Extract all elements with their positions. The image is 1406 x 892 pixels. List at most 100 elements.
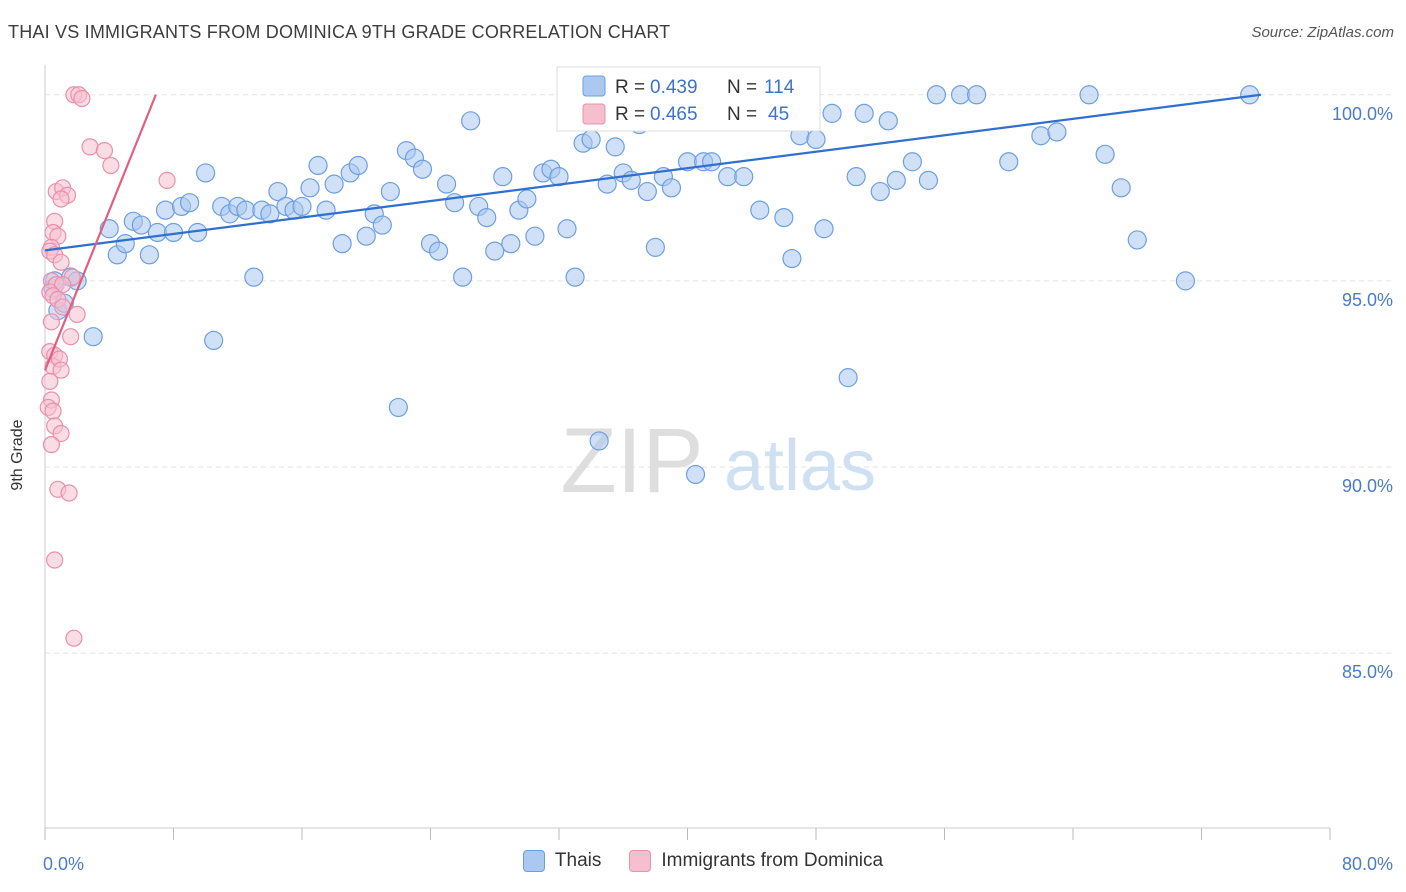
data-point-dominica (46, 551, 64, 569)
data-point-thais (196, 163, 216, 183)
data-point-thais (918, 170, 939, 190)
data-point-thais (1079, 85, 1099, 105)
data-point-dominica (52, 361, 70, 379)
x-tick-label: 80.0% (1342, 854, 1393, 874)
data-point-thais (950, 85, 971, 105)
stats-r-label-dominica: R = (615, 104, 645, 125)
data-point-thais (701, 152, 722, 172)
data-point-thais (1175, 271, 1196, 291)
data-point-thais (348, 155, 368, 176)
legend-swatch-thais (522, 850, 545, 872)
x-tick-labels: 0.0% 80.0% (43, 854, 1393, 874)
data-point-thais (967, 85, 987, 105)
data-point-thais (236, 200, 256, 220)
y-tick-label: 100.0% (1332, 104, 1393, 124)
data-point-thais (204, 330, 224, 351)
stats-r-label-thais: R = (615, 77, 645, 98)
data-point-thais (139, 245, 160, 265)
data-point-thais (436, 174, 457, 194)
gridlines (45, 94, 1395, 654)
data-point-dominica (158, 171, 176, 189)
data-point-thais (501, 234, 521, 254)
watermark-atlas: atlas (724, 426, 876, 506)
stats-n-value-thais: 114 (764, 77, 795, 98)
legend-item-thais[interactable]: Thais (522, 850, 602, 872)
data-point-thais (750, 200, 770, 220)
stats-legend: R = 0.439 N = 114 R = 0.465 N = 45 (556, 66, 821, 132)
data-point-thais (493, 167, 513, 187)
legend-swatch-dominica (629, 850, 652, 872)
data-point-thais (926, 85, 947, 105)
data-point-thais (428, 241, 449, 261)
data-point-thais (308, 155, 328, 176)
stats-n-value-dominica: 45 (768, 104, 789, 125)
data-point-dominica (65, 629, 83, 647)
stats-n-label-dominica: N = (727, 104, 757, 125)
stats-legend-swatch-thais (582, 75, 606, 97)
data-point-dominica (102, 156, 120, 175)
data-point-thais (147, 222, 168, 243)
trend-line-thais (44, 93, 1262, 252)
data-point-thais (661, 178, 682, 198)
data-point-thais (155, 200, 176, 220)
watermark-zip: ZIP (560, 410, 703, 512)
data-point-thais (131, 215, 151, 235)
data-point-dominica (73, 89, 91, 108)
data-point-thais (292, 196, 312, 217)
data-point-thais (806, 129, 826, 150)
source-label: Source: ZipAtlas.com (1251, 24, 1394, 41)
data-point-thais (1047, 122, 1067, 142)
data-point-dominica (52, 424, 70, 443)
data-point-thais (1095, 144, 1115, 164)
data-point-dominica (62, 328, 80, 346)
data-point-thais (637, 181, 657, 202)
data-point-thais (388, 397, 408, 418)
data-point-thais (685, 464, 706, 485)
y-tick-label: 95.0% (1342, 290, 1393, 310)
watermark: ZIP atlas (560, 410, 876, 512)
data-point-thais (565, 267, 585, 287)
data-point-thais (822, 103, 842, 123)
legend-item-dominica[interactable]: Immigrants from Dominica (629, 850, 883, 872)
data-point-thais (774, 208, 794, 228)
data-point-thais (886, 170, 906, 190)
y-tick-label: 85.0% (1342, 662, 1393, 682)
trend-lines (43, 93, 1262, 371)
data-point-thais (581, 129, 601, 150)
data-point-thais (453, 267, 473, 287)
data-point-thais (846, 167, 866, 187)
data-point-thais (734, 167, 754, 187)
data-point-thais (268, 181, 288, 202)
data-point-thais (83, 327, 103, 347)
trend-line-dominica (43, 94, 157, 371)
data-point-thais (557, 219, 577, 239)
data-point-thais (854, 103, 874, 123)
data-point-thais (645, 237, 665, 257)
data-point-thais (412, 159, 433, 179)
data-point-thais (814, 219, 834, 239)
data-point-dominica (42, 313, 61, 331)
data-point-dominica (44, 402, 62, 420)
data-point-thais (372, 215, 392, 235)
stats-n-label-thais: N = (727, 77, 757, 98)
stats-r-value-thais: 0.439 (650, 77, 698, 98)
data-point-thais (718, 167, 738, 187)
data-point-thais (525, 226, 545, 246)
data-point-thais (782, 248, 802, 269)
chart-title: THAI VS IMMIGRANTS FROM DOMINICA 9TH GRA… (8, 22, 671, 42)
data-point-thais (517, 189, 537, 209)
data-point-thais (179, 193, 200, 213)
data-point-thais (1031, 126, 1051, 146)
data-point-thais (485, 241, 505, 261)
data-point-thais (878, 111, 898, 131)
y-tick-labels: 85.0% 90.0% 95.0% 100.0% (1332, 104, 1393, 682)
data-point-dominica (68, 305, 86, 323)
data-point-dominica (60, 484, 78, 502)
data-point-thais (380, 181, 400, 202)
legend-label-thais: Thais (554, 850, 602, 871)
y-tick-label: 90.0% (1342, 476, 1393, 496)
data-point-thais (902, 152, 922, 172)
data-point-thais (605, 137, 625, 157)
data-point-thais (838, 368, 858, 388)
data-point-dominica (41, 372, 59, 390)
